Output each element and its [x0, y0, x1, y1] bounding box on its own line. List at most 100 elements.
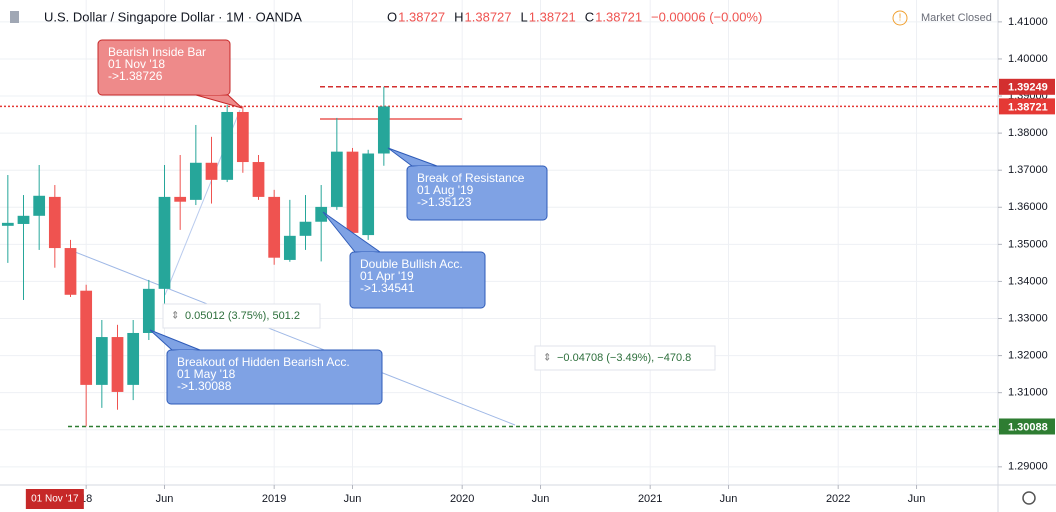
candle-body	[236, 111, 249, 163]
candle-body	[80, 290, 93, 385]
symbol-title: U.S. Dollar / Singapore Dollar · 1M · OA…	[44, 9, 302, 24]
status-icon-mark: !	[899, 13, 902, 24]
y-tick-label: 1.37000	[1008, 164, 1048, 176]
x-tick-label: 2022	[826, 493, 850, 505]
y-tick-label: 1.40000	[1008, 53, 1048, 65]
candle-body	[362, 153, 375, 236]
measure-icon: ⇕	[171, 311, 179, 322]
candle-body	[158, 196, 171, 289]
candle-body	[111, 337, 124, 392]
price-tag	[999, 98, 1055, 115]
y-tick-label: 1.32000	[1008, 349, 1048, 361]
ohlc-values: O 1.38727 H 1.38727 L 1.38721 C 1.38721	[387, 9, 642, 24]
candle-body	[252, 162, 265, 197]
measure-box	[534, 345, 716, 371]
ohlc-value: 1.38727	[398, 9, 445, 24]
callout-box	[349, 251, 486, 309]
change-value: −0.00006 (−0.00%)	[651, 9, 762, 24]
ohlc-value: 1.38727	[465, 9, 512, 24]
x-tick-label: Jun	[720, 493, 738, 505]
callout-joint	[173, 350, 199, 351]
y-tick-label: 1.31000	[1008, 387, 1048, 399]
x-tick-label: 2020	[450, 493, 474, 505]
candle-body	[142, 288, 155, 333]
status-icon	[892, 10, 908, 26]
ohlc-key: H	[454, 9, 463, 24]
price-tag	[999, 78, 1055, 95]
candle-body	[299, 221, 312, 236]
crosshair-label: 01 Nov '17	[31, 494, 79, 505]
y-tick-label: 1.35000	[1008, 238, 1048, 250]
candle-body	[17, 215, 30, 224]
callout-text: ->1.35123	[417, 195, 472, 209]
candle-body	[268, 196, 281, 258]
price-tag-label: 1.38721	[1008, 101, 1048, 113]
callout-joint	[413, 166, 436, 167]
candle-body	[315, 206, 328, 222]
callout-box	[406, 165, 548, 221]
y-tick-label: 1.41000	[1008, 16, 1048, 28]
callout-box	[166, 349, 383, 405]
y-tick-label: 1.36000	[1008, 201, 1048, 213]
x-tick-label: Jun	[344, 493, 362, 505]
measure-label: −0.04708 (−3.49%), −470.8	[557, 352, 691, 364]
header-icon	[10, 11, 19, 23]
ohlc-value: 1.38721	[529, 9, 576, 24]
measure-icon: ⇕	[543, 353, 551, 364]
callout-text: 01 May '18	[177, 367, 236, 381]
callout-box	[97, 39, 231, 96]
x-tick-label: 2021	[638, 493, 662, 505]
candle-body	[127, 332, 140, 385]
callout-text: ->1.30088	[177, 379, 232, 393]
measure-box	[162, 303, 321, 329]
callout-text: Breakout of Hidden Bearish Acc.	[177, 355, 350, 369]
price-tag	[999, 418, 1055, 435]
y-tick-label: 1.38000	[1008, 127, 1048, 139]
callout-text: Break of Resistance	[417, 171, 525, 185]
candle-body	[377, 106, 390, 154]
ohlc-key: L	[521, 9, 528, 24]
ohlc-key: C	[585, 9, 594, 24]
candle-body	[330, 151, 343, 207]
crosshair-tag	[25, 489, 84, 509]
callout-joint	[197, 94, 227, 95]
callout-text: Double Bullish Acc.	[360, 257, 463, 271]
callout-joint	[356, 252, 379, 253]
settings-icon[interactable]	[1022, 491, 1036, 505]
x-tick-label: Jun	[156, 493, 174, 505]
trend-line	[69, 249, 516, 426]
axes: 1.290001.300001.310001.320001.330001.340…	[25, 16, 1055, 509]
y-tick-label: 1.33000	[1008, 312, 1048, 324]
x-tick-label: Jun	[908, 493, 926, 505]
ohlc-value: 1.38721	[595, 9, 642, 24]
x-tick-label: Jun	[532, 493, 550, 505]
price-tag-label: 1.39249	[1008, 82, 1048, 94]
market-status: Market Closed	[921, 12, 992, 24]
candle-body	[64, 248, 77, 295]
y-tick-label: 1.29000	[1008, 461, 1048, 473]
candle-body	[221, 111, 234, 180]
candle-body	[33, 195, 46, 216]
callout-text: 01 Nov '18	[108, 57, 165, 71]
ohlc-key: O	[387, 9, 397, 24]
callout-text: ->1.34541	[360, 281, 415, 295]
callout-text: Bearish Inside Bar	[108, 45, 206, 59]
callout-text: 01 Apr '19	[360, 269, 414, 283]
price-tag-label: 1.30088	[1008, 421, 1048, 433]
candle-body	[95, 337, 108, 385]
candle-body	[48, 196, 61, 249]
candle-body	[174, 196, 187, 202]
measure-label: 0.05012 (3.75%), 501.2	[185, 310, 300, 322]
candle-body	[189, 162, 202, 200]
x-tick-label: 2019	[262, 493, 286, 505]
header: U.S. Dollar / Singapore Dollar · 1M · OA…	[10, 9, 992, 26]
candle-body	[283, 235, 296, 260]
candle-body	[346, 151, 359, 233]
candle-body	[205, 162, 218, 180]
y-tick-label: 1.34000	[1008, 275, 1048, 287]
plot	[0, 86, 998, 428]
candle-body	[1, 222, 14, 226]
callout-text: 01 Aug '19	[417, 183, 474, 197]
